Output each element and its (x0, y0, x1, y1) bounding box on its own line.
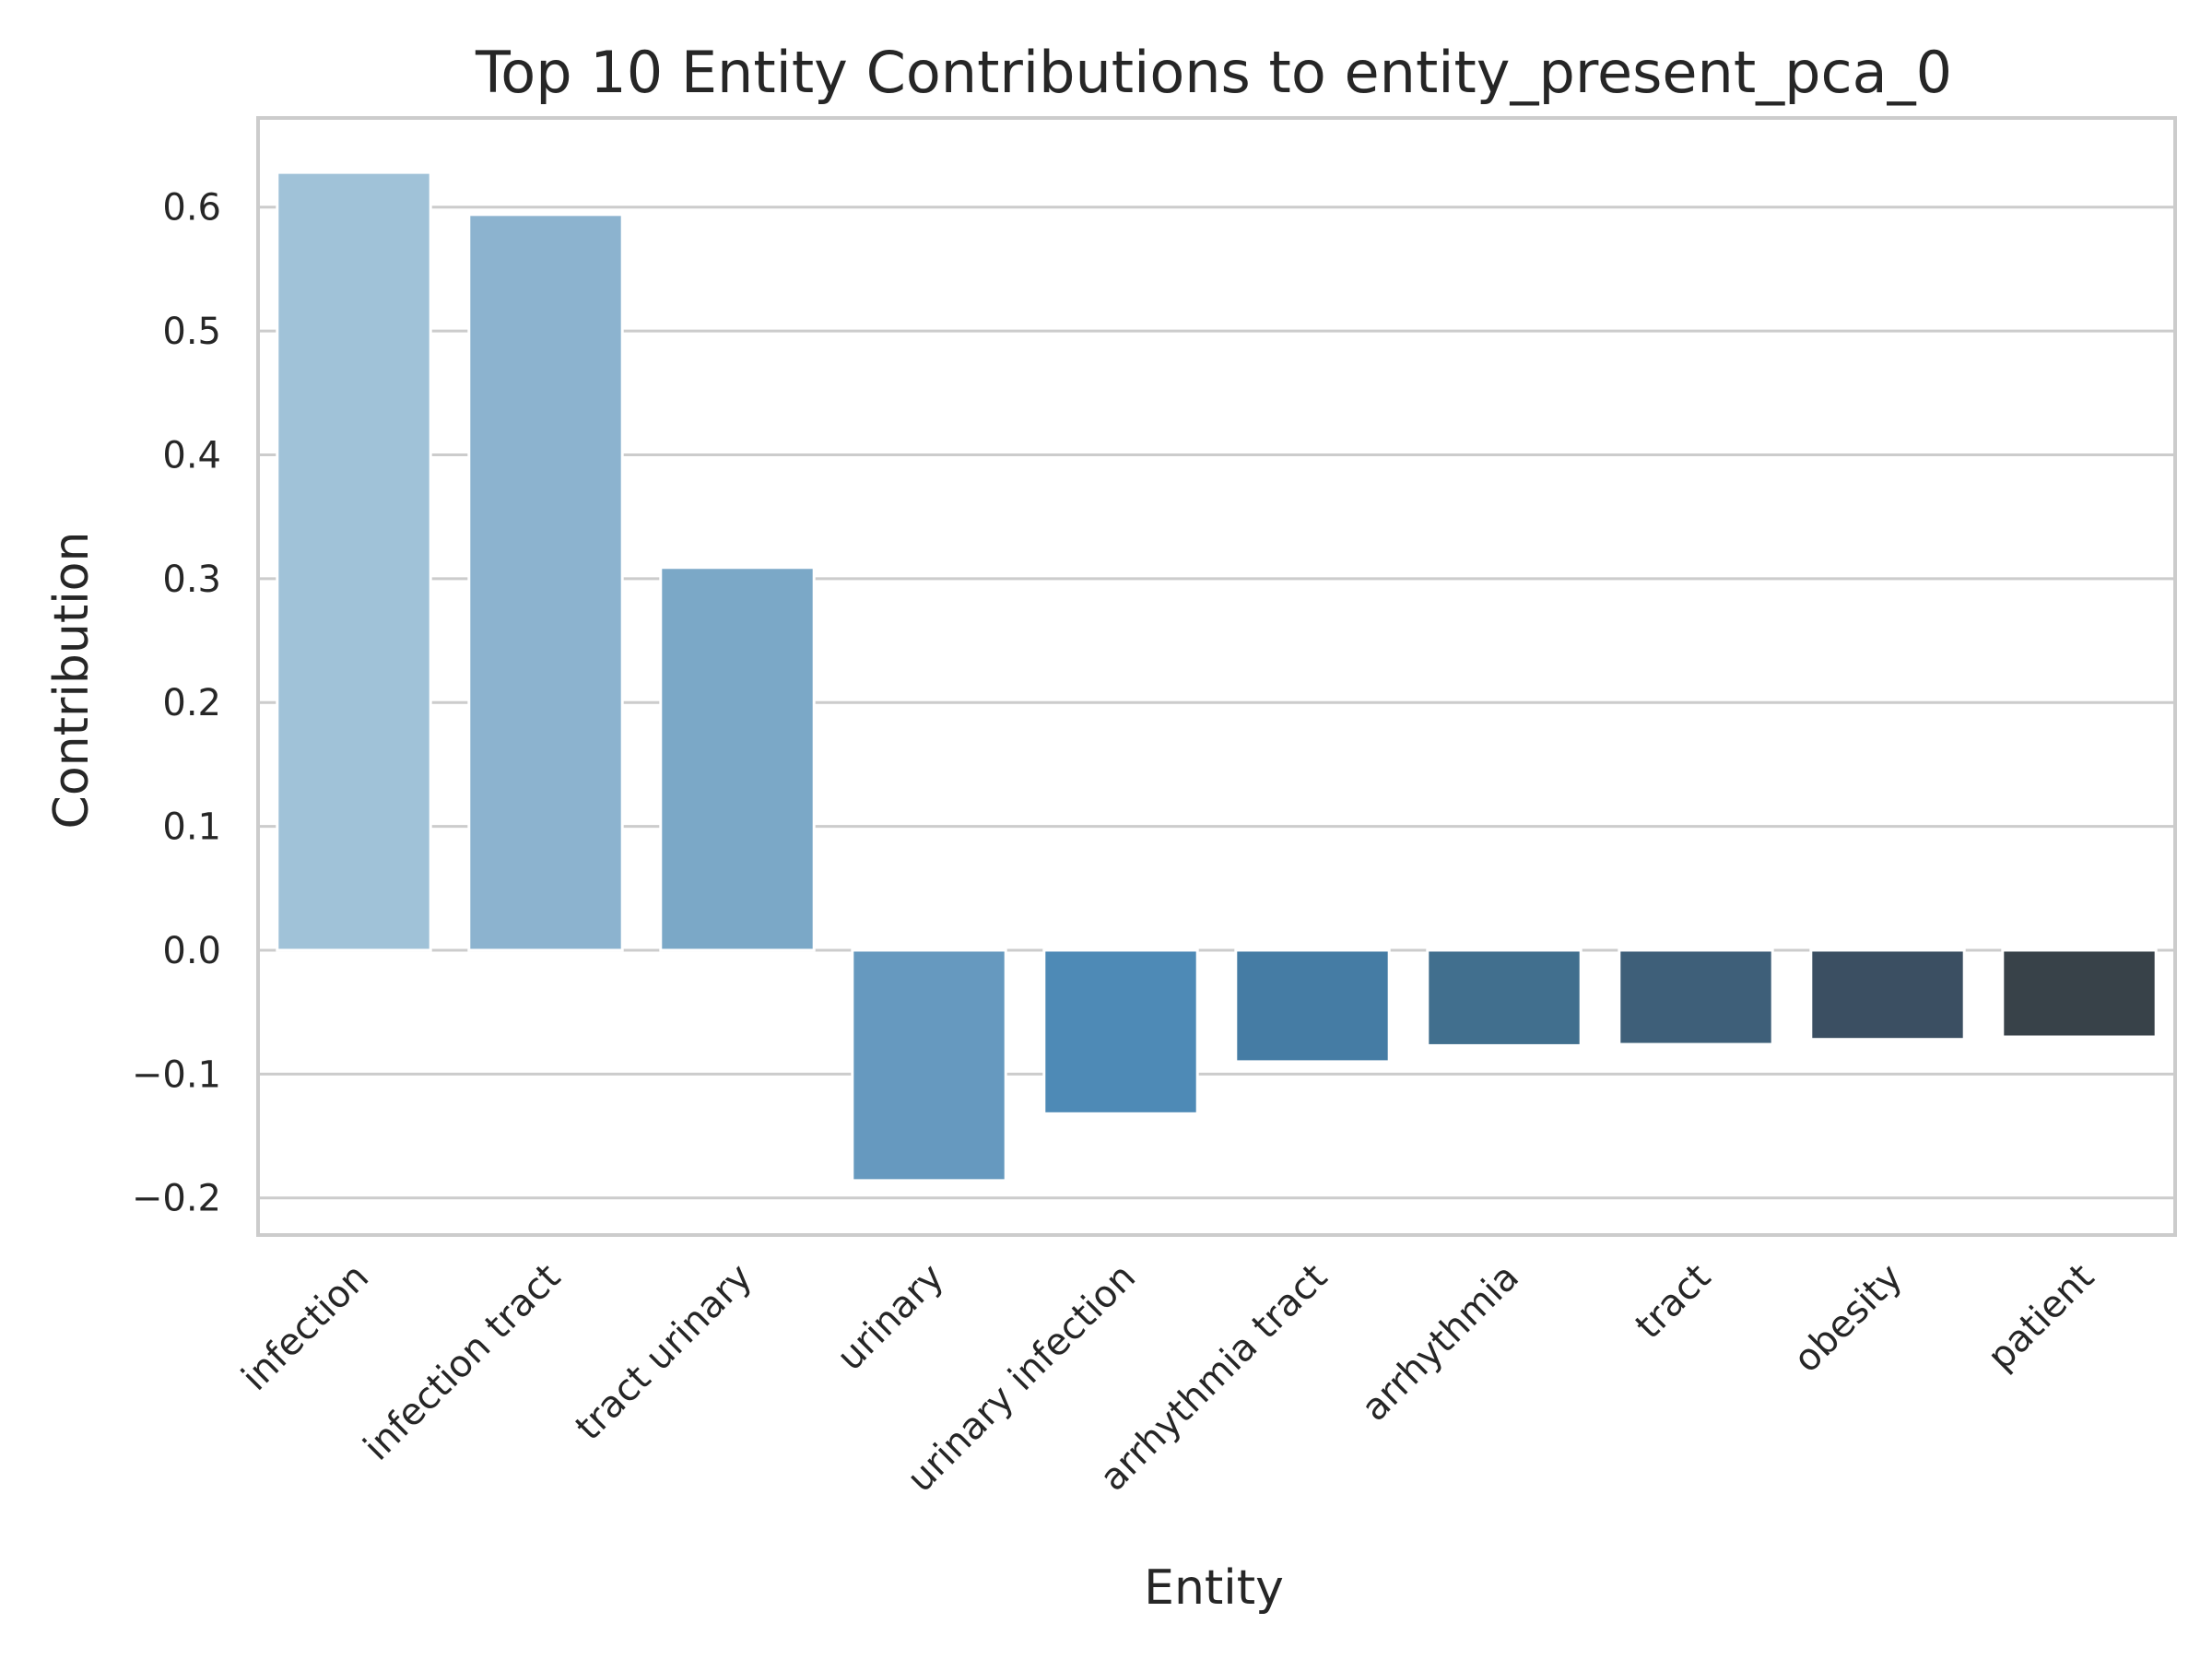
x-tick-label: obesity (1785, 1256, 1911, 1382)
y-tick-label: −0.2 (132, 1178, 221, 1220)
y-tick-label: 0.6 (162, 187, 221, 229)
x-tick-label: patient (1980, 1256, 2102, 1379)
chart-title: Top 10 Entity Contributions to entity_pr… (475, 39, 1952, 106)
y-tick-label: −0.1 (132, 1053, 221, 1096)
bars-layer (276, 171, 2158, 1182)
y-tick-label: 0.5 (162, 311, 221, 353)
bar (851, 948, 1007, 1182)
bar (1426, 948, 1583, 1047)
bar (659, 566, 816, 952)
bar (1809, 948, 1966, 1041)
bar (276, 171, 432, 952)
bar (1042, 948, 1199, 1115)
bar (1234, 948, 1391, 1064)
x-tick-label: urinary (830, 1256, 953, 1380)
x-tick-label: tract urinary (568, 1256, 760, 1449)
x-tick-label: arrhythmia (1354, 1256, 1528, 1430)
y-tick-label: 0.3 (162, 559, 221, 601)
plot-frame (256, 116, 2177, 1237)
x-tick-label: infection tract (356, 1256, 569, 1469)
x-tick-label: infection (234, 1256, 377, 1399)
y-axis-label: Contribution (44, 532, 100, 830)
bar (1618, 948, 1774, 1046)
x-axis-label: Entity (1144, 1560, 1284, 1616)
bar (467, 213, 624, 952)
y-tick-label: 0.0 (162, 930, 221, 972)
y-tick-label: 0.2 (162, 682, 221, 724)
x-tick-label: tract (1628, 1256, 1719, 1347)
bar (2001, 948, 2158, 1039)
y-tick-labels: −0.2 −0.1 0.0 0.1 0.2 0.3 0.4 0.5 0.6 (132, 187, 221, 1220)
y-tick-label: 0.1 (162, 806, 221, 849)
y-tick-label: 0.4 (162, 434, 221, 477)
